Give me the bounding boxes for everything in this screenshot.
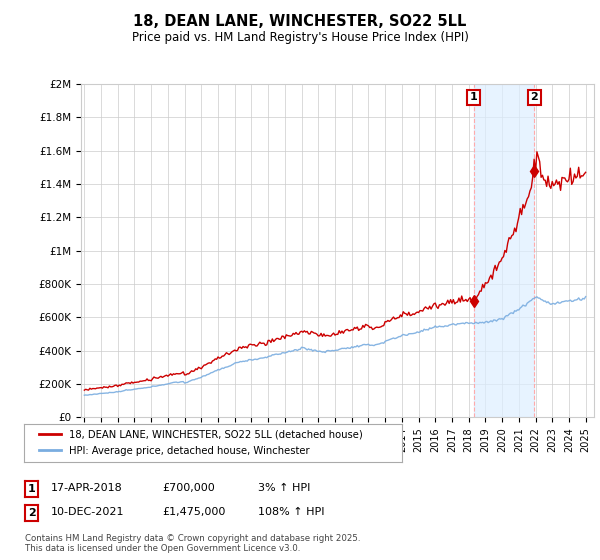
Text: 3% ↑ HPI: 3% ↑ HPI: [258, 483, 310, 493]
Text: £700,000: £700,000: [162, 483, 215, 493]
Text: £1,475,000: £1,475,000: [162, 507, 226, 517]
Text: 2: 2: [28, 508, 35, 518]
Text: 1: 1: [470, 92, 478, 102]
Legend: 18, DEAN LANE, WINCHESTER, SO22 5LL (detached house), HPI: Average price, detach: 18, DEAN LANE, WINCHESTER, SO22 5LL (det…: [35, 426, 367, 460]
Text: 2: 2: [530, 92, 538, 102]
Text: Contains HM Land Registry data © Crown copyright and database right 2025.
This d: Contains HM Land Registry data © Crown c…: [25, 534, 361, 553]
Text: 1: 1: [28, 484, 35, 494]
Text: Price paid vs. HM Land Registry's House Price Index (HPI): Price paid vs. HM Land Registry's House …: [131, 31, 469, 44]
Text: 17-APR-2018: 17-APR-2018: [51, 483, 123, 493]
Text: 18, DEAN LANE, WINCHESTER, SO22 5LL: 18, DEAN LANE, WINCHESTER, SO22 5LL: [133, 14, 467, 29]
Text: 108% ↑ HPI: 108% ↑ HPI: [258, 507, 325, 517]
Bar: [473, 84, 534, 417]
Text: 10-DEC-2021: 10-DEC-2021: [51, 507, 125, 517]
